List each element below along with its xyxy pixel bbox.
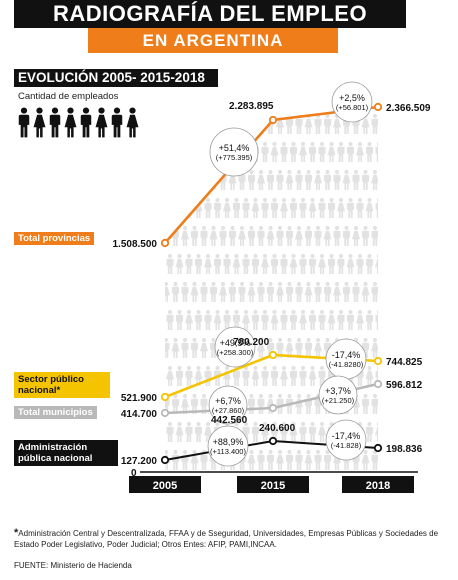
change-pct-label: +3,7%	[325, 386, 351, 396]
value-label-total-provincias-2015: 2.283.895	[229, 101, 274, 112]
change-bubble-total-municipios-2: +3,7%(+21.250)	[318, 375, 358, 415]
change-abs-label: (+113.400)	[210, 447, 246, 456]
change-pct-label: -17,4%	[332, 350, 361, 360]
change-pct-label: +2,5%	[339, 93, 365, 103]
main-subtitle: EN ARGENTINA	[88, 28, 338, 53]
change-bubble-total-provincias-2: +2,5%(+56.801)	[331, 81, 373, 123]
data-point-total-provincias-2015	[268, 115, 278, 125]
change-abs-label: (+258.300)	[217, 348, 254, 357]
footnote-text: Administración Central y Descentralizada…	[14, 529, 439, 549]
change-bubble-circle	[325, 419, 367, 461]
series-administracion-publica-nacional: +88,9%(+113.400) -17,4%(-41.828) 127.200 24…	[121, 419, 423, 467]
axis-zero-label: 0	[131, 468, 137, 479]
x-tick-label-2018: 2018	[366, 480, 390, 492]
value-label-administracion-publica-nacional-2015: 240.600	[259, 423, 296, 434]
value-label-total-municipios-2015: 442.560	[211, 415, 248, 426]
value-label-total-municipios-2005: 414.700	[121, 409, 158, 420]
value-label-sector-publico-nacional-2018: 744.825	[386, 357, 423, 368]
value-label-total-provincias-2005: 1.508.500	[113, 239, 158, 250]
change-pct-label: +49,5%	[220, 338, 251, 348]
change-bubble-sector-publico-nacional-1: +49,5%(+258.300)	[214, 326, 256, 368]
change-pct-label: -17,4%	[332, 431, 361, 441]
x-tick-box-2018	[342, 476, 414, 493]
footnote-mark: *	[14, 527, 19, 539]
series-total-municipios: +6,7%(+27.860) +3,7%(+21.250) 414.700 442.5…	[121, 375, 423, 426]
x-tick-box-2005	[129, 476, 201, 493]
change-bubble-sector-publico-nacional-2: -17,4%(-41.8280)	[325, 338, 367, 380]
crowd-background	[165, 113, 378, 470]
main-title: RADIOGRAFÍA DEL EMPLEO PÚBLICO	[14, 0, 406, 54]
data-point-administracion-publica-nacional-2015	[268, 436, 278, 446]
footnote: *Administración Central y Descentralizad…	[14, 528, 454, 550]
change-abs-label: (+56.801)	[336, 103, 369, 112]
x-tick-label-2005: 2005	[153, 480, 177, 492]
data-point-sector-publico-nacional-2015	[268, 350, 278, 360]
value-label-total-municipios-2018: 596.812	[386, 380, 423, 391]
change-bubble-circle	[209, 127, 259, 177]
data-point-sector-publico-nacional-2018	[373, 356, 383, 366]
change-bubble-circle	[214, 326, 256, 368]
x-tick-label-2015: 2015	[261, 480, 285, 492]
series-total-provincias: +51,4%(+775.395) +2,5%(+56.801) 1.508.500 2…	[113, 81, 431, 250]
value-label-sector-publico-nacional-2015: 780.200	[233, 337, 270, 348]
data-point-administracion-publica-nacional-2005	[160, 455, 170, 465]
people-icon-row	[18, 107, 139, 138]
data-point-total-provincias-2005	[160, 238, 170, 248]
section-title: EVOLUCIÓN 2005- 2015-2018	[14, 69, 218, 87]
change-pct-label: +51,4%	[219, 143, 250, 153]
change-abs-label: (-41.828)	[331, 441, 362, 450]
data-point-sector-publico-nacional-2005	[160, 392, 170, 402]
data-point-total-municipios-2018	[373, 379, 383, 389]
value-label-administracion-publica-nacional-2005: 127.200	[121, 456, 158, 467]
data-point-total-municipios-2015	[268, 403, 278, 413]
change-bubble-total-municipios-1: +6,7%(+27.860)	[208, 385, 248, 425]
data-point-total-provincias-2018	[373, 102, 383, 112]
change-abs-label: (+21.250)	[322, 396, 355, 405]
change-pct-label: +88,9%	[213, 437, 244, 447]
source-note: FUENTE: Ministerio de Hacienda	[14, 561, 132, 570]
x-tick-box-2015	[237, 476, 309, 493]
change-bubble-circle	[318, 375, 358, 415]
change-bubble-circle	[331, 81, 373, 123]
change-bubble-total-provincias-1: +51,4%(+775.395)	[209, 127, 259, 177]
series-sector-publico-nacional: +49,5%(+258.300) -17,4%(-41.8280) 521.900 7…	[121, 326, 423, 404]
legend-administracion-publica-nacional: Administración pública nacional	[14, 440, 118, 466]
change-bubble-circle	[208, 385, 248, 425]
value-label-total-provincias-2018: 2.366.509	[386, 103, 431, 114]
change-pct-label: +6,7%	[215, 396, 241, 406]
data-point-total-municipios-2005	[160, 408, 170, 418]
change-abs-label: (+775.395)	[216, 153, 253, 162]
value-label-administracion-publica-nacional-2018: 198.836	[386, 444, 423, 455]
change-bubble-administracion-publica-nacional-2: -17,4%(-41.828)	[325, 419, 367, 461]
change-bubble-circle	[207, 425, 249, 467]
legend-total-provincias: Total provincias	[14, 232, 95, 245]
change-abs-label: (+27.860)	[212, 406, 245, 415]
change-abs-label: (-41.8280)	[329, 360, 364, 369]
change-bubble-administracion-publica-nacional-1: +88,9%(+113.400)	[207, 425, 249, 467]
data-point-administracion-publica-nacional-2018	[373, 443, 383, 453]
legend-sector-publico-nacional: Sector público nacional*	[14, 372, 110, 398]
unit-label: Cantidad de empleados	[18, 91, 119, 102]
value-label-sector-publico-nacional-2005: 521.900	[121, 393, 158, 404]
legend-total-municipios: Total municipios	[14, 406, 97, 419]
